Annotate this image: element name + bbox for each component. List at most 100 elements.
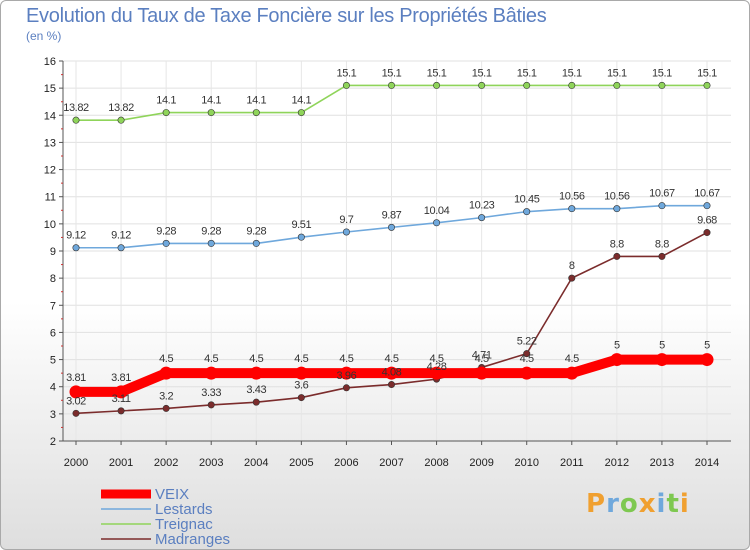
data-point-lestards [162, 239, 170, 247]
data-point-madranges [613, 252, 621, 260]
data-point-lestards [297, 233, 305, 241]
data-label-madranges: 3.96 [337, 370, 357, 382]
data-point-veix [69, 385, 83, 399]
data-label-treignac: 14.1 [291, 95, 311, 107]
data-point-madranges [523, 350, 531, 358]
x-tick-label: 2003 [199, 457, 223, 469]
logo-letter: t [666, 489, 680, 519]
data-point-veix [204, 366, 218, 380]
data-point-madranges [72, 409, 80, 417]
data-point-lestards [703, 202, 711, 210]
y-tick-label: 13 [44, 137, 56, 149]
data-point-veix [339, 366, 353, 380]
data-label-veix: 3.81 [66, 372, 86, 384]
data-label-treignac: 13.82 [108, 102, 134, 114]
data-point-veix [610, 353, 624, 367]
logo-letter: P [586, 489, 607, 519]
data-point-treignac [568, 81, 576, 89]
data-label-veix: 4.5 [384, 353, 398, 365]
data-point-lestards [342, 228, 350, 236]
data-point-lestards [613, 205, 621, 213]
data-point-lestards [433, 219, 441, 227]
data-label-lestards: 10.67 [649, 188, 675, 200]
y-tick-label: 12 [44, 165, 56, 177]
data-label-treignac: 14.1 [246, 95, 266, 107]
data-point-madranges [297, 394, 305, 402]
y-tick-label: 8 [50, 273, 56, 285]
y-tick-label: 3 [50, 409, 56, 421]
x-tick-label: 2013 [650, 457, 674, 469]
x-tick-label: 2014 [695, 457, 719, 469]
data-label-lestards: 9.12 [66, 230, 86, 242]
y-tick-label: 7 [50, 300, 56, 312]
data-label-treignac: 14.1 [201, 95, 221, 107]
data-point-madranges [252, 398, 260, 406]
data-label-veix: 4.5 [339, 353, 353, 365]
data-label-lestards: 10.56 [604, 191, 630, 203]
y-tick-label: 10 [44, 219, 56, 231]
data-label-treignac: 15.1 [427, 67, 447, 79]
data-point-lestards [568, 205, 576, 213]
data-point-lestards [207, 239, 215, 247]
data-label-veix: 4.5 [520, 353, 534, 365]
y-axis-unit: (en %) [26, 29, 62, 43]
x-tick-label: 2006 [334, 457, 358, 469]
x-tick-label: 2005 [289, 457, 313, 469]
data-point-madranges [658, 252, 666, 260]
data-point-treignac [342, 81, 350, 89]
y-tick-label: 11 [45, 192, 56, 204]
logo-letter: o [619, 489, 639, 519]
data-point-veix [700, 353, 714, 367]
data-label-lestards: 9.28 [246, 225, 266, 237]
y-tick-label: 14 [44, 110, 56, 122]
data-point-lestards [252, 239, 260, 247]
data-point-veix [430, 366, 444, 380]
logo-letter: i [679, 489, 690, 519]
x-tick-label: 2008 [424, 457, 448, 469]
y-tick-label: 2 [50, 436, 56, 448]
data-label-madranges: 3.02 [66, 395, 86, 407]
data-point-veix [565, 366, 579, 380]
data-label-madranges: 8 [569, 260, 575, 272]
data-label-madranges: 4.71 [472, 349, 492, 361]
data-label-treignac: 13.82 [63, 102, 89, 114]
data-label-madranges: 3.2 [159, 390, 173, 402]
data-point-treignac [703, 81, 711, 89]
data-label-treignac: 15.1 [472, 67, 492, 79]
data-label-madranges: 3.33 [201, 387, 221, 399]
logo-letter: r [606, 489, 620, 519]
data-label-veix: 5 [614, 340, 620, 352]
data-label-madranges: 9.68 [697, 215, 717, 227]
data-label-veix: 4.5 [475, 353, 489, 365]
data-label-treignac: 14.1 [156, 95, 176, 107]
data-point-treignac [252, 109, 260, 117]
data-point-veix [114, 385, 128, 399]
data-point-madranges [387, 381, 395, 389]
data-point-treignac [162, 109, 170, 117]
legend-label-veix: VEIX [155, 486, 189, 503]
legend-label-treignac: Treignac [155, 516, 213, 533]
y-tick-label: 6 [50, 327, 56, 339]
data-point-treignac [613, 81, 621, 89]
logo-letter: i [656, 489, 667, 519]
y-tick-label: 15 [44, 83, 56, 95]
data-point-lestards [387, 223, 395, 231]
data-point-madranges [568, 274, 576, 282]
data-label-lestards: 10.04 [424, 205, 450, 217]
data-label-treignac: 15.1 [337, 67, 357, 79]
data-point-lestards [658, 202, 666, 210]
data-label-veix: 4.5 [159, 353, 173, 365]
logo-letter: x [638, 489, 657, 519]
data-label-veix: 4.5 [294, 353, 308, 365]
legend-label-lestards: Lestards [155, 501, 213, 518]
data-label-madranges: 8.8 [610, 238, 624, 250]
legend-label-madranges: Madranges [155, 531, 230, 548]
data-label-treignac: 15.1 [382, 67, 402, 79]
data-label-treignac: 15.1 [652, 67, 672, 79]
data-point-madranges [342, 384, 350, 392]
x-tick-label: 2000 [64, 457, 88, 469]
data-point-treignac [478, 81, 486, 89]
data-label-lestards: 10.23 [469, 200, 495, 212]
data-point-treignac [387, 81, 395, 89]
